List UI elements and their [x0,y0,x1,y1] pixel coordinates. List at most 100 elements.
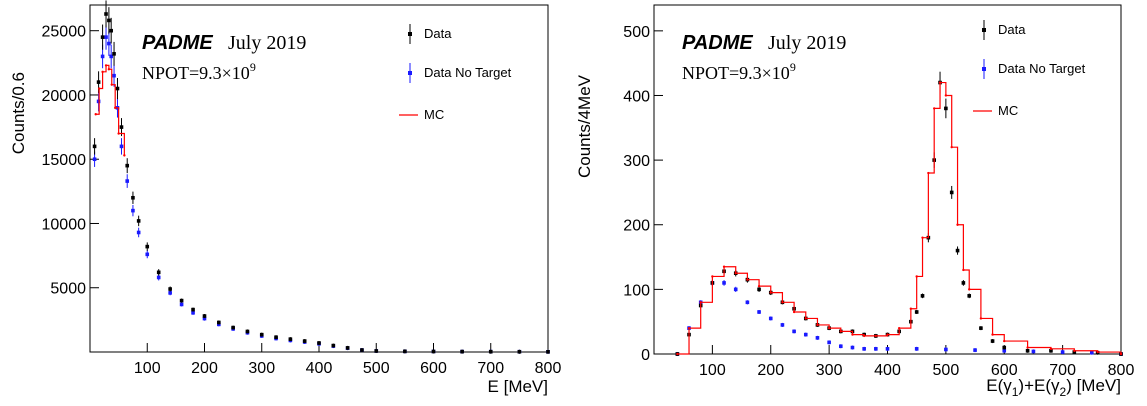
y-tick-label: 100 [623,282,650,299]
mc-point [1026,346,1029,349]
data-point [136,230,141,235]
data-point [1049,348,1053,353]
data-point [112,52,116,56]
data-point [274,335,278,340]
plot-frame [89,4,549,353]
mc-point [792,310,796,314]
data-point [374,349,379,353]
data-point [202,314,207,318]
y-tick-label: 10000 [42,216,87,233]
mc-point [722,265,726,268]
y-tick-label: 300 [623,153,650,170]
data-point [168,287,172,291]
mc-point [915,275,918,278]
data-point [862,347,866,351]
legend-marker [982,67,986,71]
x-tick-label: 700 [1049,362,1076,379]
data-point [768,316,773,321]
mc-point [886,333,889,336]
data-point [104,12,108,16]
run-date-label: July 2019 [768,32,846,54]
data-point [107,18,111,23]
legend-entry-label: Data No Target [998,61,1086,76]
mc-point [94,113,97,116]
panel-2: 100 200 300 400 500 600 700 800 0 100 200 300 400 500… [575,4,1134,399]
data-point [231,325,235,330]
mc-point [1003,339,1006,343]
data-point [109,54,113,59]
data-point [780,323,785,327]
data-point [145,244,150,249]
data-point [92,157,97,162]
data-point [145,252,150,257]
series-data-no-target [675,280,1123,356]
data-point [331,343,336,348]
x-tick-label: 500 [933,362,960,379]
mc-point [734,272,737,275]
data-point [156,270,161,275]
data-point [944,347,948,352]
x-tick-label: 100 [134,360,161,377]
data-point [1031,349,1036,354]
data-point [914,310,919,314]
data-point [961,281,966,285]
mc-point [113,106,117,110]
mc-point [101,70,104,74]
mc-point [816,323,819,327]
mc-point [804,317,807,320]
series-data [675,71,1123,356]
mc-point [897,326,901,330]
x-tick-label: 300 [816,362,843,379]
mc-point [781,301,784,304]
data-point [259,332,264,337]
data-point [488,349,493,354]
experiment-label: PADME [142,32,213,54]
data-point [168,291,172,295]
x-tick-label: 400 [306,360,333,377]
legend: Data Data No Target MC [973,20,1086,118]
y-tick-label: 0 [641,347,650,364]
mc-point [711,275,714,278]
data-point [100,54,105,59]
data-point [360,348,364,352]
legend: Data Data No Target MC [399,24,512,122]
data-point [1060,350,1065,354]
data-point [885,347,890,351]
x-tick-label: 400 [874,362,901,379]
data-point [96,80,101,84]
data-point [973,348,977,352]
data-point [722,281,726,285]
npot-label: NPOT=9.3×109 [682,60,796,83]
series-mc [676,81,1123,356]
data-point [288,337,293,341]
data-point [967,294,972,298]
data-point [217,320,221,325]
data-point [302,339,307,343]
data-point [949,190,954,195]
data-point [874,347,878,351]
mc-point [827,326,831,330]
panel-1: 100 200 300 400 500 600 700 800 5000 10000 15000 20… [9,0,561,396]
data-point [92,144,97,149]
data-point [546,350,550,354]
data-point [1002,348,1007,353]
legend-marker [408,71,412,75]
legend-entry-label: MC [998,103,1018,118]
data-point [179,298,184,303]
data-point [460,349,464,354]
mc-point [1073,349,1076,352]
data-point [733,287,738,292]
x-tick-label: 600 [420,360,447,377]
data-point [1072,350,1077,354]
mc-point [991,333,994,336]
mc-point [757,284,761,288]
npot-label: NPOT=9.3×109 [142,60,256,83]
data-point [517,349,522,354]
data-point [115,86,120,91]
data-point [944,106,948,111]
mc-point [874,334,878,338]
data-point [745,300,750,305]
data-point [979,326,983,330]
run-date-label: July 2019 [228,32,306,54]
